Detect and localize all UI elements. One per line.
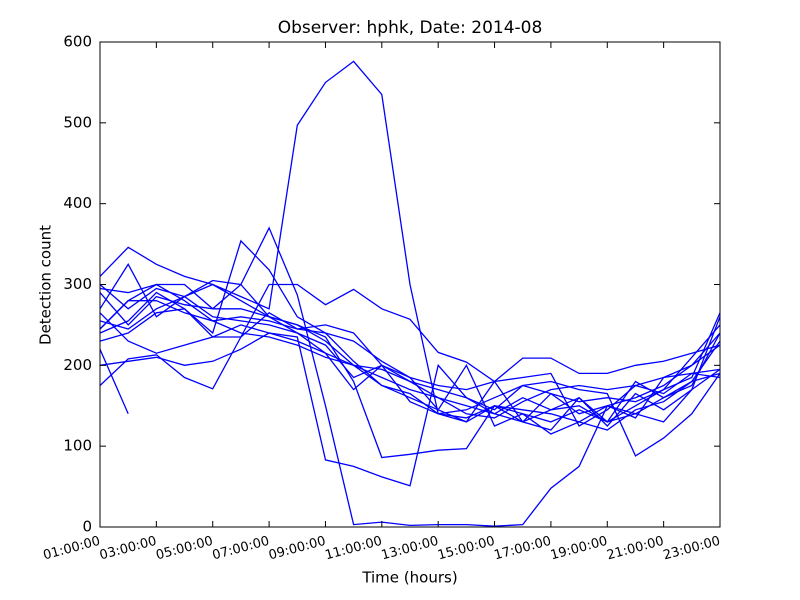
series-line [99, 60, 721, 423]
series-line [99, 246, 721, 423]
y-tick-label: 300 [63, 275, 92, 293]
y-tick-label: 400 [63, 194, 92, 212]
series-line [99, 263, 721, 411]
y-axis-label: Detection count [37, 225, 55, 345]
series-line [99, 239, 721, 423]
y-tick-label: 500 [63, 113, 92, 131]
y-tick-label: 100 [63, 437, 92, 455]
series-line [99, 332, 721, 431]
x-axis-label: Time (hours) [361, 569, 457, 587]
y-tick-label: 0 [82, 518, 92, 536]
series-line [99, 226, 721, 527]
plot-area [99, 60, 721, 527]
series-line [99, 312, 721, 487]
y-tick-label: 600 [63, 33, 92, 51]
chart-title: Observer: hphk, Date: 2014-08 [278, 18, 543, 38]
y-tick-label: 200 [63, 356, 92, 374]
series-line [99, 300, 721, 435]
series-line [99, 348, 129, 415]
series-line [99, 283, 721, 390]
